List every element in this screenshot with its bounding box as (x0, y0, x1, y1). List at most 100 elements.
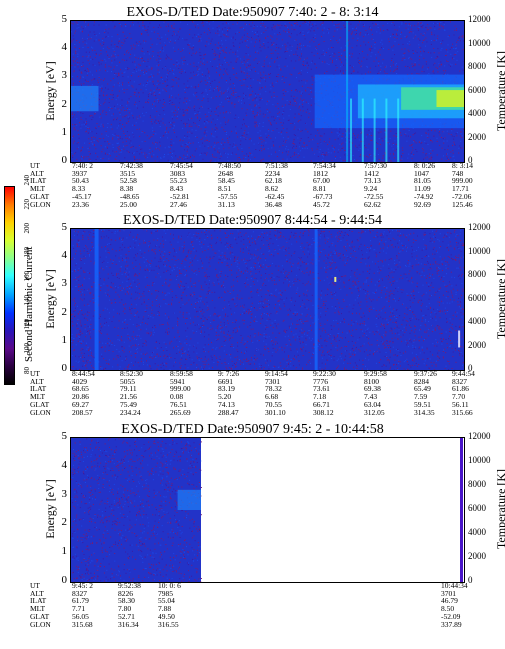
ephemeris-value: 3701 (441, 588, 456, 598)
temperature-tick-label: 8000 (468, 269, 486, 279)
ephemeris-value: 7:42:38 (120, 161, 143, 170)
edge-spike (458, 330, 461, 348)
ephemeris-value: 58.45 (218, 176, 235, 186)
ephemeris-value: 8: 0:26 (414, 161, 436, 170)
ephemeris-value: 5055 (120, 376, 135, 386)
ephemeris-row-label: GLAT (30, 191, 50, 201)
ephemeris-row-label: UT (30, 161, 40, 170)
y-tick-label: 3 (61, 69, 68, 82)
ephemeris-value: 8.33 (72, 184, 86, 194)
spectrogram-background (71, 229, 464, 370)
ephemeris-value: 7:54:34 (313, 161, 336, 170)
ephemeris-value: 8226 (118, 588, 133, 598)
vertical-streak (385, 98, 388, 162)
ephemeris-value: 56.05 (72, 611, 89, 621)
temperature-tick-label: 12000 (468, 431, 491, 441)
ephemeris-value: 312.05 (364, 407, 385, 417)
ephemeris-value: 308.12 (313, 407, 334, 417)
ephemeris-value: 8: 3:14 (452, 161, 474, 170)
ephemeris-value: 7:48:50 (218, 161, 241, 170)
ephemeris-value: 1047 (414, 168, 429, 178)
ephemeris-value: 2234 (265, 168, 280, 178)
y-tick-label: 2 (61, 305, 68, 318)
ephemeris-value: 62.62 (364, 199, 381, 209)
ephemeris-value: 36.48 (265, 199, 282, 209)
ephemeris-value: 9:14:54 (265, 369, 288, 378)
temperature-axis-label: Temperature [K] (494, 258, 505, 339)
ephemeris-value: 45.72 (313, 199, 330, 209)
ephemeris-value: 8.38 (120, 184, 134, 194)
ephemeris-value: 52.58 (120, 176, 137, 186)
ephemeris-value: 0.08 (170, 392, 184, 402)
ephemeris-value: 5941 (170, 376, 185, 386)
temperature-tick-label: 4000 (468, 527, 486, 537)
ephemeris-value: 748 (452, 168, 464, 178)
ephemeris-value: 8.62 (265, 184, 279, 194)
ephemeris-value: 999.00 (170, 384, 191, 394)
ephemeris-value: 8.51 (218, 184, 232, 194)
y-tick-label: 4 (61, 41, 68, 54)
ephemeris-row-label: ILAT (30, 384, 47, 394)
ephemeris-value: 11.09 (414, 184, 431, 194)
temperature-tick-label: 6000 (468, 503, 486, 513)
ephemeris-value: 315.66 (452, 407, 473, 417)
ephemeris-value: 69.27 (72, 399, 89, 409)
y-tick-label: 5 (61, 430, 68, 442)
ephemeris-value: 61.86 (452, 384, 469, 394)
temperature-tick-label: 12000 (468, 222, 491, 232)
y-axis-label: Energy [eV] (43, 60, 57, 121)
ephemeris-value: 316.55 (158, 619, 179, 629)
temperature-tick-label: 12000 (468, 14, 491, 24)
temperature-axis-label: Temperature [K] (494, 50, 505, 131)
ephemeris-value: 7.88 (158, 604, 172, 614)
ephemeris-value: 337.89 (441, 619, 462, 629)
ephemeris-value: -45.17 (72, 191, 92, 201)
ephemeris-value: 10: 0: 6 (158, 581, 181, 590)
ephemeris-value: 1412 (364, 168, 379, 178)
ephemeris-row-label: GLON (30, 407, 51, 417)
temperature-tick-label: 2000 (468, 131, 486, 142)
vertical-streak (350, 98, 353, 162)
ephemeris-row-label: MLT (30, 184, 46, 194)
temperature-tick-label: 8000 (468, 479, 486, 489)
ephemeris-value: 5.20 (218, 392, 232, 402)
ephemeris-value: 52.71 (118, 611, 135, 621)
ephemeris-value: 74.13 (218, 399, 235, 409)
ephemeris-value: 63.04 (364, 399, 381, 409)
ephemeris-value: 83.19 (218, 384, 235, 394)
ephemeris-value: 8100 (364, 376, 379, 386)
ephemeris-value: 9:29:58 (364, 369, 387, 378)
y-tick-label: 0 (61, 362, 68, 374)
ephemeris-value: 92.69 (414, 199, 431, 209)
ephemeris-row-label: ILAT (30, 596, 47, 606)
ephemeris-value: 1812 (313, 168, 328, 178)
panel-title: EXOS-D/TED Date:950907 9:45: 2 - 10:44:5… (121, 422, 384, 437)
ephemeris-value: 6.68 (265, 392, 279, 402)
ephemeris-value: 7.71 (72, 604, 86, 614)
ephemeris-value: 7.18 (313, 392, 327, 402)
y-tick-label: 1 (61, 333, 68, 346)
y-tick-label: 1 (61, 125, 68, 138)
peak-signal-max (436, 90, 464, 108)
ephemeris-value: 73.13 (364, 176, 381, 186)
ephemeris-row-label: ILAT (30, 176, 47, 186)
ephemeris-value: 301.10 (265, 407, 286, 417)
ephemeris-value: 55.23 (170, 176, 187, 186)
ephemeris-value: 7:45:54 (170, 161, 193, 170)
temperature-tick-label: 4000 (468, 316, 486, 326)
ephemeris-value: 7985 (158, 588, 173, 598)
ephemeris-value: 68.65 (72, 384, 89, 394)
y-tick-label: 4 (61, 249, 68, 262)
y-tick-label: 5 (61, 221, 68, 233)
temperature-tick-label: 10000 (468, 455, 491, 465)
ephemeris-row-label: MLT (30, 604, 46, 614)
ephemeris-value: 999.00 (452, 176, 473, 186)
ephemeris-value: 79.11 (120, 384, 137, 394)
ephemeris-value: 9.24 (364, 184, 378, 194)
ephemeris-value: 81.05 (414, 176, 431, 186)
vertical-streak (373, 98, 376, 162)
vertical-streak (397, 98, 400, 162)
ephemeris-value: 70.55 (265, 399, 282, 409)
ephemeris-value: -67.73 (313, 191, 333, 201)
spectrogram-image (71, 438, 463, 582)
